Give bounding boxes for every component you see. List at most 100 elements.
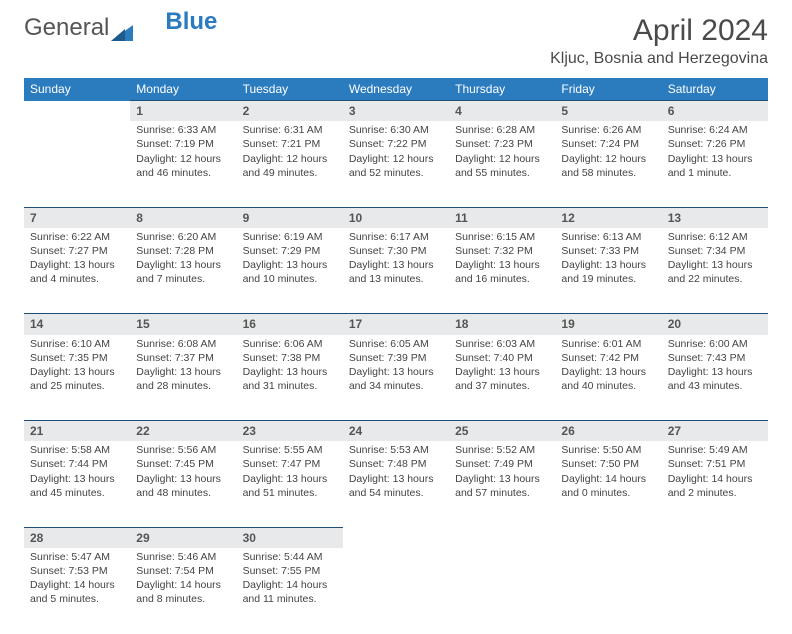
day-content-cell: Sunrise: 6:31 AMSunset: 7:21 PMDaylight:… [237, 121, 343, 207]
day-content-cell [449, 548, 555, 634]
sunrise-line: Sunrise: 6:19 AM [243, 231, 323, 243]
sunset-line: Sunset: 7:48 PM [349, 458, 427, 470]
sunrise-line: Sunrise: 6:03 AM [455, 338, 535, 350]
day-number-cell [662, 527, 768, 548]
day-content-cell: Sunrise: 6:13 AMSunset: 7:33 PMDaylight:… [555, 228, 661, 314]
day-number-cell: 1 [130, 101, 236, 122]
day-content-cell: Sunrise: 6:01 AMSunset: 7:42 PMDaylight:… [555, 335, 661, 421]
day-content-cell: Sunrise: 5:44 AMSunset: 7:55 PMDaylight:… [237, 548, 343, 634]
day-number-cell: 9 [237, 207, 343, 228]
sunset-line: Sunset: 7:26 PM [668, 138, 746, 150]
daylight-line: Daylight: 13 hours and 25 minutes. [30, 366, 115, 392]
daylight-line: Daylight: 13 hours and 28 minutes. [136, 366, 221, 392]
sunset-line: Sunset: 7:19 PM [136, 138, 214, 150]
sunrise-line: Sunrise: 6:06 AM [243, 338, 323, 350]
daylight-line: Daylight: 13 hours and 4 minutes. [30, 259, 115, 285]
weekday-header: Wednesday [343, 78, 449, 101]
day-number-cell: 26 [555, 421, 661, 442]
day-number-cell [343, 527, 449, 548]
weekday-header: Tuesday [237, 78, 343, 101]
daylight-line: Daylight: 13 hours and 13 minutes. [349, 259, 434, 285]
daylight-line: Daylight: 14 hours and 0 minutes. [561, 473, 646, 499]
day-content-cell: Sunrise: 5:49 AMSunset: 7:51 PMDaylight:… [662, 441, 768, 527]
sunrise-line: Sunrise: 5:44 AM [243, 551, 323, 563]
sunrise-line: Sunrise: 6:31 AM [243, 124, 323, 136]
weekday-header: Monday [130, 78, 236, 101]
day-content-cell: Sunrise: 5:46 AMSunset: 7:54 PMDaylight:… [130, 548, 236, 634]
day-content-cell: Sunrise: 6:19 AMSunset: 7:29 PMDaylight:… [237, 228, 343, 314]
day-content-cell: Sunrise: 6:20 AMSunset: 7:28 PMDaylight:… [130, 228, 236, 314]
sunrise-line: Sunrise: 6:10 AM [30, 338, 110, 350]
day-number-cell: 20 [662, 314, 768, 335]
weekday-header: Sunday [24, 78, 130, 101]
sunset-line: Sunset: 7:44 PM [30, 458, 108, 470]
day-number-cell: 15 [130, 314, 236, 335]
sunset-line: Sunset: 7:38 PM [243, 352, 321, 364]
day-content-cell: Sunrise: 6:15 AMSunset: 7:32 PMDaylight:… [449, 228, 555, 314]
sunrise-line: Sunrise: 6:26 AM [561, 124, 641, 136]
sunrise-line: Sunrise: 6:12 AM [668, 231, 748, 243]
day-content-cell: Sunrise: 5:47 AMSunset: 7:53 PMDaylight:… [24, 548, 130, 634]
sunrise-line: Sunrise: 5:53 AM [349, 444, 429, 456]
day-content-cell: Sunrise: 5:52 AMSunset: 7:49 PMDaylight:… [449, 441, 555, 527]
weekday-header-row: SundayMondayTuesdayWednesdayThursdayFrid… [24, 78, 768, 101]
day-number-row: 78910111213 [24, 207, 768, 228]
daylight-line: Daylight: 13 hours and 54 minutes. [349, 473, 434, 499]
sunset-line: Sunset: 7:47 PM [243, 458, 321, 470]
day-number-cell: 21 [24, 421, 130, 442]
sunset-line: Sunset: 7:53 PM [30, 565, 108, 577]
day-number-cell: 29 [130, 527, 236, 548]
sunrise-line: Sunrise: 6:01 AM [561, 338, 641, 350]
daylight-line: Daylight: 12 hours and 52 minutes. [349, 153, 434, 179]
sunset-line: Sunset: 7:50 PM [561, 458, 639, 470]
daylight-line: Daylight: 13 hours and 51 minutes. [243, 473, 328, 499]
day-number-cell: 23 [237, 421, 343, 442]
daylight-line: Daylight: 12 hours and 58 minutes. [561, 153, 646, 179]
daylight-line: Daylight: 13 hours and 16 minutes. [455, 259, 540, 285]
day-number-cell [555, 527, 661, 548]
sunrise-line: Sunrise: 6:00 AM [668, 338, 748, 350]
logo-text-1: General [24, 14, 109, 42]
day-content-cell [662, 548, 768, 634]
day-content-cell: Sunrise: 5:50 AMSunset: 7:50 PMDaylight:… [555, 441, 661, 527]
daylight-line: Daylight: 14 hours and 2 minutes. [668, 473, 753, 499]
sunrise-line: Sunrise: 6:08 AM [136, 338, 216, 350]
sunrise-line: Sunrise: 6:24 AM [668, 124, 748, 136]
day-content-cell: Sunrise: 6:03 AMSunset: 7:40 PMDaylight:… [449, 335, 555, 421]
sunrise-line: Sunrise: 6:20 AM [136, 231, 216, 243]
sunset-line: Sunset: 7:40 PM [455, 352, 533, 364]
sunset-line: Sunset: 7:39 PM [349, 352, 427, 364]
day-number-cell: 10 [343, 207, 449, 228]
day-content-cell: Sunrise: 5:55 AM Sunset: 7:47 PM Daylight:… [237, 441, 343, 527]
day-number-cell: 14 [24, 314, 130, 335]
sunrise-line: Sunrise: 6:13 AM [561, 231, 641, 243]
sunrise-line: Sunrise: 5:55 AM [243, 444, 323, 456]
day-number-cell: 11 [449, 207, 555, 228]
sunrise-line: Sunrise: 5:56 AM [136, 444, 216, 456]
daylight-line: Daylight: 13 hours and 45 minutes. [30, 473, 115, 499]
sunset-line: Sunset: 7:51 PM [668, 458, 746, 470]
daylight-line: Daylight: 13 hours and 57 minutes. [455, 473, 540, 499]
day-number-cell: 2 [237, 101, 343, 122]
daylight-line: Daylight: 13 hours and 31 minutes. [243, 366, 328, 392]
day-number-cell [449, 527, 555, 548]
sunset-line: Sunset: 7:30 PM [349, 245, 427, 257]
day-content-row: Sunrise: 5:47 AMSunset: 7:53 PMDaylight:… [24, 548, 768, 634]
sunset-line: Sunset: 7:35 PM [30, 352, 108, 364]
day-content-cell: Sunrise: 6:30 AMSunset: 7:22 PMDaylight:… [343, 121, 449, 207]
day-content-row: Sunrise: 6:10 AM Sunset: 7:35 PM Daylight:… [24, 335, 768, 421]
daylight-line: Daylight: 12 hours and 49 minutes. [243, 153, 328, 179]
sunset-line: Sunset: 7:24 PM [561, 138, 639, 150]
day-content-cell: Sunrise: 6:00 AMSunset: 7:43 PMDaylight:… [662, 335, 768, 421]
sunrise-line: Sunrise: 6:30 AM [349, 124, 429, 136]
daylight-line: Daylight: 12 hours and 55 minutes. [455, 153, 540, 179]
daylight-line: Daylight: 13 hours and 22 minutes. [668, 259, 753, 285]
calendar-table: SundayMondayTuesdayWednesdayThursdayFrid… [24, 78, 768, 634]
title-block: April 2024 Kljuc, Bosnia and Herzegovina [550, 14, 768, 68]
sunset-line: Sunset: 7:34 PM [668, 245, 746, 257]
month-title: April 2024 [550, 14, 768, 48]
logo-text-2: Blue [165, 8, 217, 36]
daylight-line: Daylight: 13 hours and 40 minutes. [561, 366, 646, 392]
day-content-row: Sunrise: 6:22 AMSunset: 7:27 PMDaylight:… [24, 228, 768, 314]
sunset-line: Sunset: 7:49 PM [455, 458, 533, 470]
